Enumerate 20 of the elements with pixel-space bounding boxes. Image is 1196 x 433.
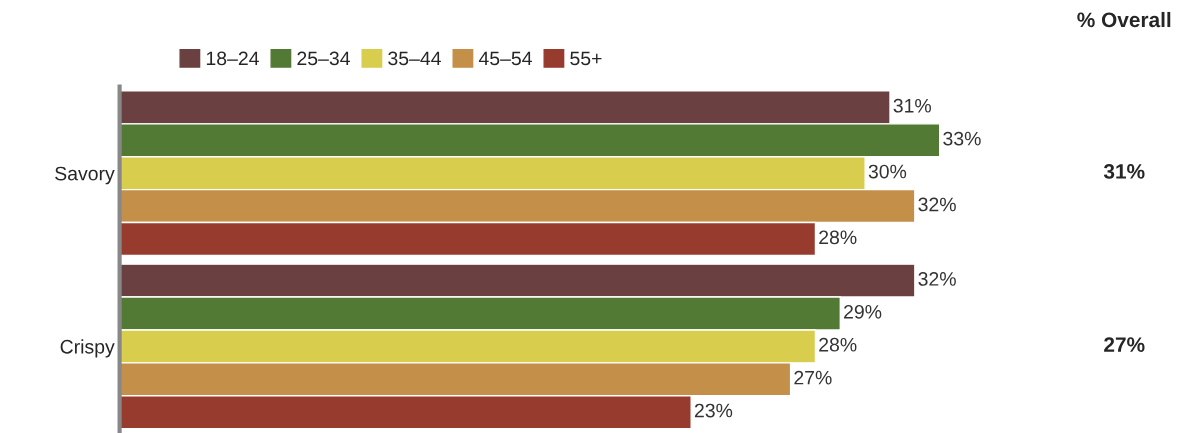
data-label: 28% [819,337,857,352]
text: 31% [1103,164,1145,179]
data-label: 32% [918,197,956,212]
data-label: 23% [694,403,733,418]
data-label: 32% [918,272,956,286]
y-tick-label: Crispy [60,339,115,358]
legend-label: 55+ [570,51,602,66]
data-label: 31% [893,98,932,113]
data-label: 30% [868,164,907,179]
data-label: 28% [819,230,857,245]
data-label: 27% [794,370,832,385]
legend-label: 45–54 [478,51,532,66]
legend-label: 25–34 [297,51,350,66]
y-tick-label: Savory [55,166,115,185]
legend-label: 35–44 [388,51,441,66]
data-label: 29% [844,304,882,319]
text: 27% [1104,337,1145,352]
data-label: 33% [943,131,981,146]
text: % Overall [1077,11,1171,28]
legend-label: 18–24 [206,51,259,66]
